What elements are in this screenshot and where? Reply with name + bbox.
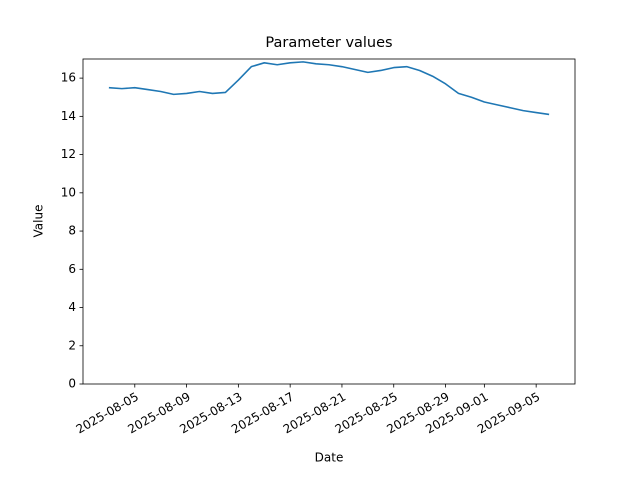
y-tick-label: 8 [68, 224, 76, 238]
y-tick-label: 4 [68, 300, 76, 314]
y-tick-label: 0 [68, 377, 76, 391]
x-axis-label: Date [315, 451, 344, 465]
y-tick-label: 2 [68, 338, 76, 352]
y-axis-label: Value [32, 205, 46, 238]
data-line [108, 61, 550, 116]
chart-title: Parameter values [265, 35, 392, 51]
y-tick-label: 10 [61, 185, 76, 199]
y-tick-label: 16 [61, 71, 76, 85]
y-tick-label: 6 [68, 262, 76, 276]
plot-frame [82, 58, 576, 385]
y-tick-label: 14 [61, 109, 76, 123]
y-tick-label: 12 [61, 147, 76, 161]
